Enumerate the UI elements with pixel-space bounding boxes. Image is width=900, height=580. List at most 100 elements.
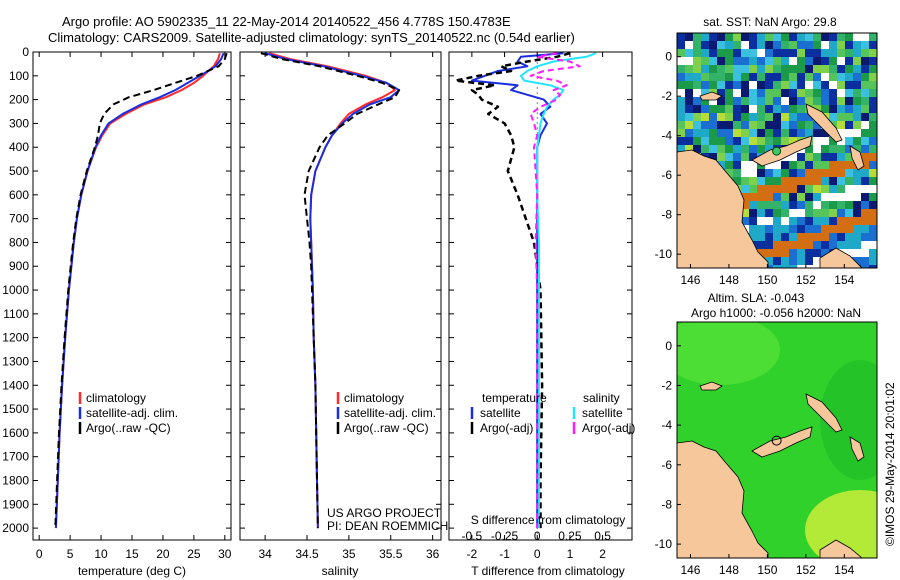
sst-cell xyxy=(861,41,869,49)
sst-cell xyxy=(821,241,829,249)
sst-cell xyxy=(805,65,813,73)
sst-cell xyxy=(765,161,773,169)
sst-cell xyxy=(765,225,773,233)
sst-cell xyxy=(845,225,853,233)
sst-cell xyxy=(725,49,733,57)
sst-cell xyxy=(765,193,773,201)
legend-label-s-satellite: satellite xyxy=(582,406,623,420)
sst-cell xyxy=(829,177,837,185)
sst-cell xyxy=(829,241,837,249)
sst-cell xyxy=(845,177,853,185)
sla-anomaly-blob-south xyxy=(805,490,877,558)
depth-tick-label: 200 xyxy=(9,93,29,107)
sst-cell xyxy=(813,137,821,145)
sst-map-frame xyxy=(676,32,878,269)
sst-cell xyxy=(773,81,781,89)
depth-tick-label: 100 xyxy=(9,69,29,83)
sst-cell xyxy=(757,105,765,113)
sst-cell xyxy=(821,81,829,89)
sst-cell xyxy=(813,241,821,249)
sst-cell xyxy=(709,97,717,105)
sst-cell xyxy=(701,121,709,129)
sst-cell xyxy=(781,249,789,257)
sst-cell xyxy=(733,153,741,161)
s-series-argo-raw-qc- xyxy=(260,52,401,529)
x-tick-label: 2 xyxy=(599,547,606,561)
lon-tick-label: 152 xyxy=(796,273,816,287)
sst-cell xyxy=(717,145,725,153)
sst-cell xyxy=(869,65,877,73)
d-series-salinity-satellite xyxy=(519,52,597,529)
sst-cell xyxy=(805,113,813,121)
sst-cell xyxy=(797,153,805,161)
sst-cell xyxy=(741,153,749,161)
sst-cell xyxy=(805,265,813,268)
sst-cell xyxy=(821,49,829,57)
sst-cell xyxy=(749,97,757,105)
sst-cell xyxy=(765,185,773,193)
sst-cell xyxy=(797,185,805,193)
sst-cell xyxy=(749,89,757,97)
sst-cell xyxy=(837,161,845,169)
sst-cell xyxy=(725,145,733,153)
sst-cell xyxy=(765,73,773,81)
sst-cell xyxy=(701,49,709,57)
sst-cell xyxy=(781,209,789,217)
sst-cell xyxy=(685,121,693,129)
sst-cell xyxy=(845,161,853,169)
sst-cell xyxy=(797,169,805,177)
sst-cell xyxy=(821,249,829,257)
sst-cell xyxy=(813,169,821,177)
sst-cell xyxy=(733,105,741,113)
sst-cell xyxy=(677,129,685,137)
sst-cell xyxy=(693,145,701,153)
temperature-axes-frame xyxy=(32,51,232,541)
salinity-xlabel: salinity xyxy=(322,564,359,578)
sst-cell xyxy=(853,57,861,65)
sst-cell xyxy=(813,129,821,137)
manus-island xyxy=(699,381,723,391)
sst-cell xyxy=(757,177,765,185)
sst-cell xyxy=(709,57,717,65)
sst-cell xyxy=(765,233,773,241)
sst-cell xyxy=(781,257,789,265)
sst-cell xyxy=(813,265,821,268)
sst-cell xyxy=(717,161,725,169)
sst-cell xyxy=(861,113,869,121)
sst-cell xyxy=(757,225,765,233)
sst-cell xyxy=(685,137,693,145)
x-tick-label: 35.5 xyxy=(379,547,403,561)
sst-cell xyxy=(821,153,829,161)
sst-cell xyxy=(789,217,797,225)
sst-cell xyxy=(781,177,789,185)
sst-cell xyxy=(773,209,781,217)
sst-cell xyxy=(813,41,821,49)
lat-tick-label: -10 xyxy=(655,247,673,261)
sst-cell xyxy=(725,97,733,105)
sst-cell xyxy=(829,81,837,89)
sst-cell xyxy=(869,153,877,161)
sst-cell xyxy=(709,137,717,145)
project-annotation-line1: US ARGO PROJECT xyxy=(327,506,442,520)
sst-cell xyxy=(733,121,741,129)
sst-cell xyxy=(845,33,853,41)
sst-cell xyxy=(709,121,717,129)
sst-cell xyxy=(853,225,861,233)
sst-cell xyxy=(853,249,861,257)
sst-cell xyxy=(789,209,797,217)
sst-cell xyxy=(829,145,837,153)
sst-cell xyxy=(757,185,765,193)
sst-cell xyxy=(677,89,685,97)
sst-cell xyxy=(797,41,805,49)
sst-cell xyxy=(781,129,789,137)
sst-cell xyxy=(717,41,725,49)
depth-tick-label: 1200 xyxy=(2,331,29,345)
sst-cell xyxy=(781,225,789,233)
sst-cell xyxy=(861,33,869,41)
sst-cell xyxy=(869,185,877,193)
sst-cell xyxy=(765,209,773,217)
sst-cell xyxy=(773,201,781,209)
sst-cell xyxy=(749,105,757,113)
sst-cell xyxy=(765,265,773,268)
temperature-xlabel: temperature (deg C) xyxy=(78,564,186,578)
